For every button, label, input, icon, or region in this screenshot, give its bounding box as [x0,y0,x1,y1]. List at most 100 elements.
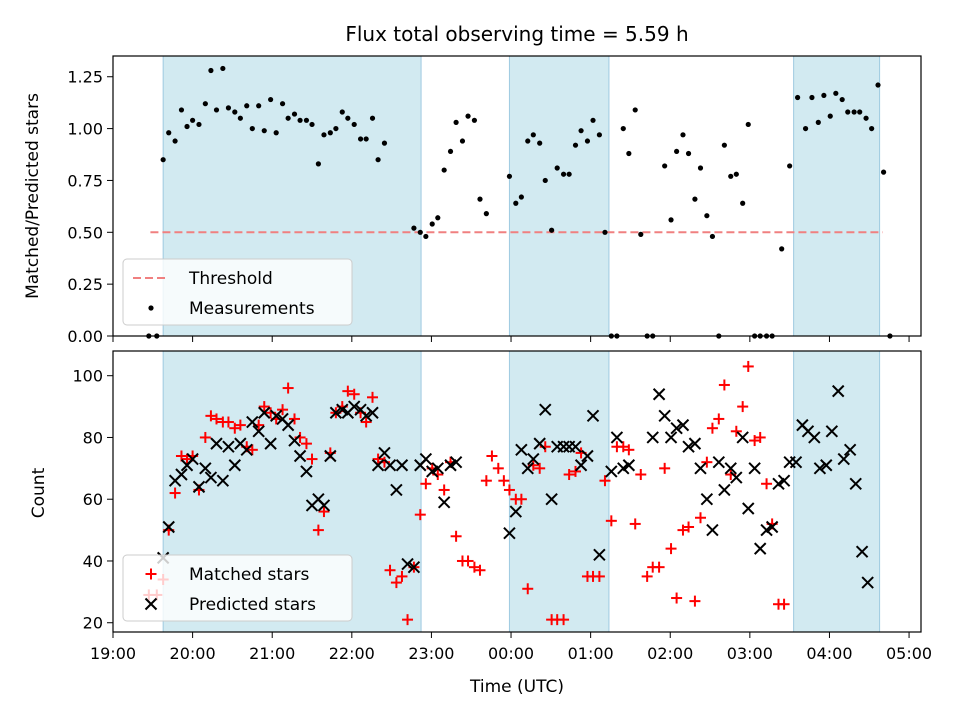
predicted-star-point [366,406,379,419]
matched-star-point [778,598,790,610]
measurement-point [833,90,839,96]
measurement-point [160,157,166,163]
axes-frame [112,350,922,633]
x-b [796,418,809,432]
measurement-point [303,117,310,123]
predicted-star-point [545,493,558,506]
predicted-star-point [843,443,857,457]
predicted-star-point [246,415,259,429]
predicted-star-point [730,471,743,484]
x-tick-label: 03:00 [727,644,773,663]
x-b [801,425,815,438]
measurement-point [560,171,567,177]
measurement-point [178,107,185,113]
x-b [586,409,600,423]
x-b [336,403,349,416]
measurement-point [815,119,821,125]
measurement-point [471,117,478,123]
matched-star-point [342,385,354,397]
measurement-point [674,148,680,155]
measurement-point [827,113,833,119]
x-tick-label: 05:00 [886,644,932,663]
x-b [748,462,761,475]
x-b [175,468,188,481]
predicted-star-point [395,459,409,472]
matched-star-point [665,543,677,555]
matched-star-point [718,379,730,391]
measurement-point [477,196,483,202]
matched-star-point [641,570,653,582]
measurement-point [787,163,793,169]
x-b [837,452,850,466]
measurement-point [554,165,560,171]
measurement-point [309,121,315,128]
x-axis-label: Time (UTC) [469,677,564,697]
matched-star-point [199,431,211,443]
legend-threshold-label: Threshold [188,269,273,289]
x-b [832,384,845,398]
measurement-point [602,229,608,235]
x-b [300,465,313,478]
x-tick-label: 20:00 [170,644,216,663]
measurement-point [584,138,591,144]
matched-star-point [635,469,647,481]
predicted-star-point [228,459,242,472]
x-b [777,474,791,487]
measurement-point [590,117,596,123]
x-b [581,449,594,463]
predicted-star-point [813,462,827,475]
matched-star-point [599,475,611,487]
predicted-star-point [258,406,271,419]
matched-star-point [312,524,324,536]
measurement-point [525,138,531,144]
shaded-interval [793,55,881,337]
matched-star-point [503,484,515,496]
predicted-star-point [664,431,678,444]
matched-star-point [480,475,492,487]
matched-star-point [462,555,474,567]
measurement-point [537,140,543,146]
y-tick-label: 0.00 [67,327,103,346]
matched-star-point [205,410,217,422]
x-b [658,409,671,423]
matched-star-point [749,435,761,447]
predicted-star-point [329,406,343,419]
predicted-star-point [527,452,540,466]
measurement-point [321,132,327,138]
matched-star-point [492,462,504,474]
x-tick-label: 21:00 [249,644,295,663]
predicted-star-point [736,431,749,444]
measurement-point [506,173,513,179]
x-b [431,462,444,475]
measurement-point [339,109,345,115]
measurement-point [662,163,668,169]
predicted-star-point [820,459,833,472]
matched-star-point [659,462,671,474]
measurement-point [542,177,548,184]
matched-star-point [222,416,234,428]
x-b [246,415,259,429]
x-tick-label: 00:00 [488,644,534,663]
y-tick-label: 1.00 [67,120,103,139]
matched-star-point [210,413,222,425]
x-tick-label: 19:00 [90,644,136,663]
predicted-star-point [593,548,606,562]
legend-matched-label: Matched stars [189,565,309,585]
predicted-star-point [521,462,534,475]
matched-star-point [671,592,683,604]
measurement-point [572,142,579,148]
measurement-point [351,121,357,128]
matched-star-point [653,561,665,573]
x-b [694,462,707,475]
measurement-point [232,109,238,115]
x-b [503,526,516,540]
predicted-star-point [789,455,803,469]
predicted-star-point [300,465,313,478]
predicted-star-point [199,462,212,475]
x-b [753,542,767,555]
predicted-star-point [557,440,570,453]
x-b [664,431,678,444]
measurement-point [809,94,815,101]
measurement-point [423,233,429,240]
